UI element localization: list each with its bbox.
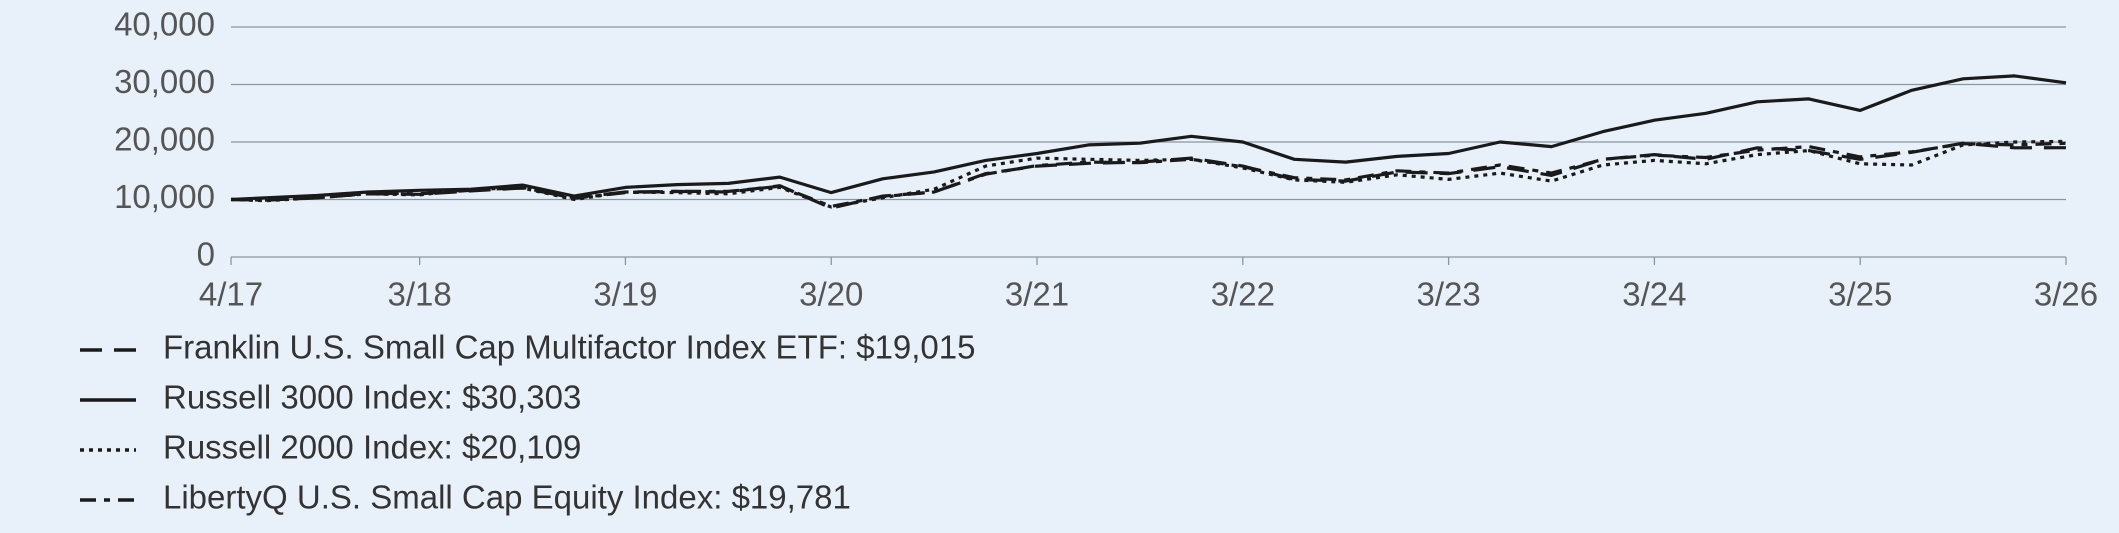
y-tick-label: 30,000 xyxy=(114,63,215,100)
x-tick-label: 3/25 xyxy=(1828,276,1892,313)
series-line xyxy=(230,141,2067,210)
series-line xyxy=(230,74,2067,202)
x-tick-label: 3/18 xyxy=(388,276,452,313)
x-tick-label: 3/24 xyxy=(1622,276,1686,313)
legend-label: Russell 2000 Index: $20,109 xyxy=(163,429,581,466)
series-line xyxy=(230,139,2067,209)
x-tick-label: 3/26 xyxy=(2034,276,2098,313)
x-tick-label: 3/22 xyxy=(1211,276,1275,313)
legend-label: Franklin U.S. Small Cap Multifactor Inde… xyxy=(163,329,976,366)
x-tick-label: 3/23 xyxy=(1416,276,1480,313)
x-tick-label: 4/17 xyxy=(199,276,263,313)
x-tick-label: 3/19 xyxy=(593,276,657,313)
y-tick-label: 40,000 xyxy=(114,6,215,43)
legend-label: LibertyQ U.S. Small Cap Equity Index: $1… xyxy=(163,479,851,516)
x-tick-label: 3/20 xyxy=(799,276,863,313)
legend-label: Russell 3000 Index: $30,303 xyxy=(163,379,581,416)
y-tick-label: 10,000 xyxy=(114,178,215,215)
y-tick-label: 20,000 xyxy=(114,121,215,158)
y-tick-label: 0 xyxy=(197,236,215,273)
series-line xyxy=(230,141,2067,208)
x-tick-label: 3/21 xyxy=(1005,276,1069,313)
